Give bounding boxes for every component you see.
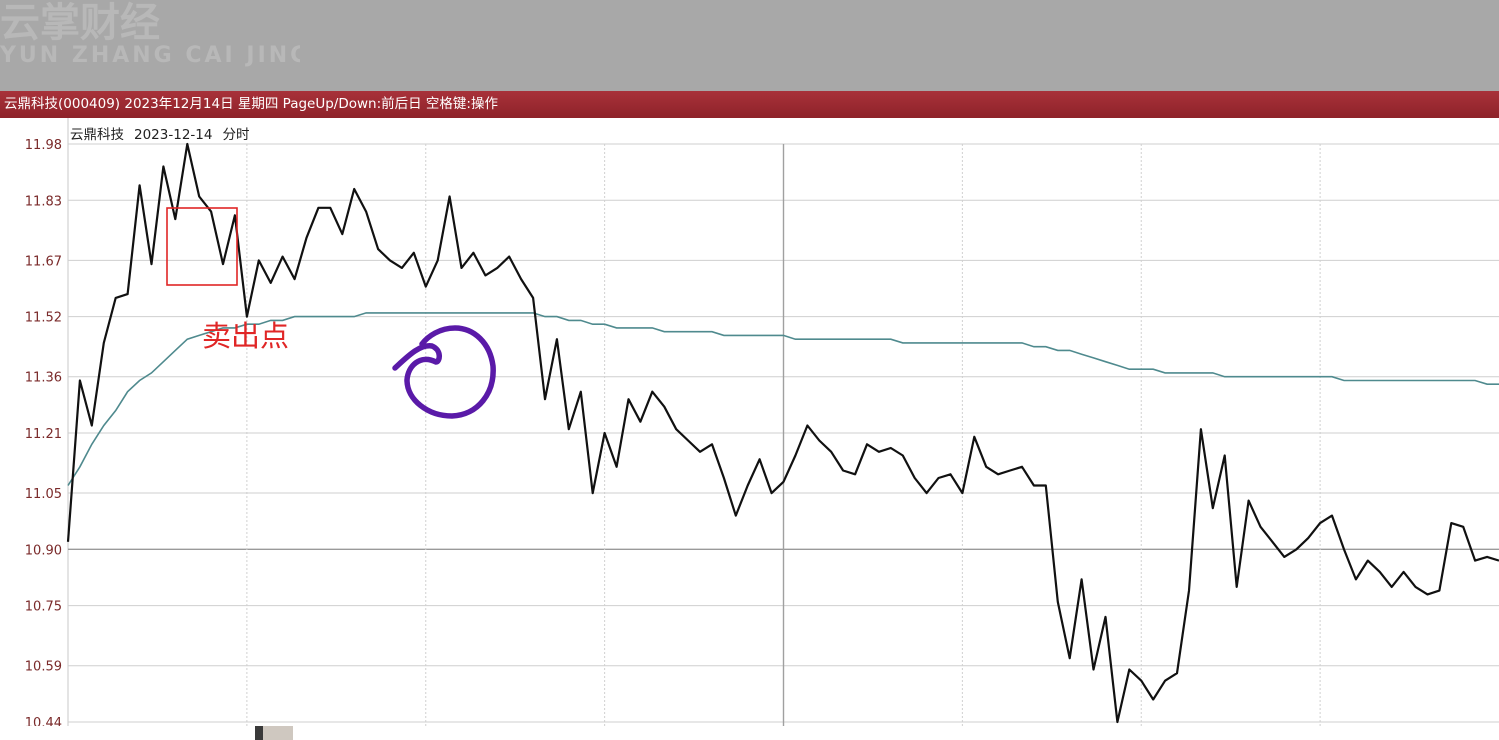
y-tick-label: 11.52 (25, 311, 62, 326)
average-price-line (67, 312, 1499, 486)
sell-point-label: 卖出点 (202, 319, 290, 353)
title-bar: 云鼎科技(000409) 2023年12月14日 星期四 PageUp/Down… (0, 91, 1499, 118)
grid-layer (67, 118, 1499, 740)
title-bar-text: 云鼎科技(000409) 2023年12月14日 星期四 PageUp/Down… (4, 96, 498, 112)
chart-svg: 11.98 11.83 11.67 11.52 11.36 11.21 11.05 10.90… (25, 118, 1499, 740)
y-tick-label: 10.90 (25, 543, 62, 558)
chart-caption: 云鼎科技 2023-12-14 分时 (70, 123, 259, 143)
caption-stock-name: 云鼎科技 (70, 127, 124, 143)
bottom-strip (0, 726, 1499, 740)
y-tick-label: 11.83 (25, 194, 62, 209)
svg-text:YUN ZHANG CAI JING: YUN ZHANG CAI JING (0, 43, 300, 68)
y-tick-labels: 11.98 11.83 11.67 11.52 11.36 11.21 11.05 10.90… (25, 138, 62, 731)
y-tick-label: 10.75 (25, 600, 62, 615)
y-tick-label: 11.05 (25, 487, 62, 502)
caption-view: 分时 (222, 127, 250, 143)
caption-date: 2023-12-14 (134, 127, 213, 143)
y-tick-label: 11.36 (25, 371, 62, 386)
y-tick-label: 10.59 (25, 660, 62, 675)
y-tick-label: 11.98 (25, 138, 62, 153)
y-tick-label: 11.67 (25, 254, 62, 269)
sell-point-box (166, 207, 238, 286)
hand-drawn-circle (392, 325, 496, 419)
bottom-dark-block (255, 726, 263, 740)
y-tick-label: 11.21 (25, 427, 62, 442)
watermark-logo: 云掌财经 YUN ZHANG CAI JING (0, 0, 300, 68)
top-gray-band: 云掌财经 YUN ZHANG CAI JING (0, 0, 1499, 91)
svg-text:云掌财经: 云掌财经 (0, 0, 160, 46)
intraday-chart[interactable]: 11.98 11.83 11.67 11.52 11.36 11.21 11.05 10.90… (0, 118, 1499, 740)
price-line (66, 142, 1499, 724)
bottom-light-block (263, 726, 293, 740)
